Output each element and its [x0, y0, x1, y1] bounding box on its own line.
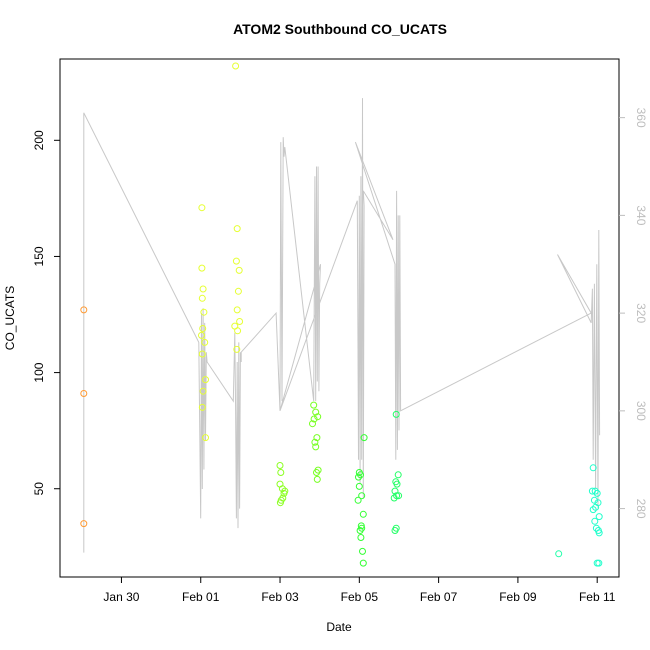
- data-point: [310, 415, 318, 423]
- data-point: [391, 527, 399, 534]
- data-point: [198, 403, 206, 411]
- x-tick-label: Feb 07: [420, 590, 458, 604]
- x-tick-label: Feb 11: [579, 590, 616, 604]
- data-point: [232, 62, 240, 70]
- y-tick-label: 200: [32, 130, 46, 150]
- data-point: [202, 434, 209, 442]
- data-point: [313, 475, 321, 483]
- y2-tick-label: 300: [634, 401, 648, 421]
- data-point: [280, 489, 288, 497]
- x-tick-label: Feb 03: [261, 590, 299, 604]
- y2-tick-label: 340: [634, 205, 648, 225]
- data-point: [393, 480, 401, 488]
- points-layer: [80, 62, 603, 567]
- data-point: [233, 345, 241, 353]
- data-point: [595, 529, 603, 537]
- data-point: [202, 376, 209, 384]
- chart-title: ATOM2 Southbound CO_UCATS: [233, 21, 447, 37]
- y2-tick-label: 320: [634, 303, 648, 323]
- data-point: [357, 471, 364, 479]
- data-point: [235, 266, 243, 274]
- data-point: [589, 506, 597, 514]
- data-point: [200, 308, 208, 316]
- data-point: [199, 325, 207, 332]
- data-point: [595, 559, 603, 567]
- data-point: [310, 401, 318, 409]
- data-point: [590, 496, 598, 504]
- data-point: [313, 434, 321, 442]
- data-point: [198, 294, 206, 302]
- data-point: [392, 410, 400, 418]
- data-point: [277, 469, 285, 476]
- x-axis-label: Date: [326, 620, 352, 634]
- data-point: [276, 499, 284, 507]
- data-point: [80, 520, 88, 528]
- y2-axis: 280 300 320 340 360: [619, 108, 648, 519]
- data-point: [358, 492, 366, 500]
- data-point: [198, 204, 206, 212]
- data-point: [355, 473, 362, 481]
- data-point: [359, 559, 367, 567]
- data-point: [593, 489, 601, 497]
- y2-tick-label: 360: [634, 108, 648, 128]
- data-point: [591, 517, 599, 525]
- data-point: [592, 503, 600, 511]
- data-point: [359, 510, 367, 518]
- data-point: [555, 550, 563, 558]
- data-point: [199, 285, 207, 293]
- data-point: [234, 327, 242, 335]
- data-point: [312, 443, 320, 451]
- y-tick-label: 150: [32, 246, 46, 266]
- data-point: [198, 350, 206, 358]
- data-point: [80, 390, 88, 397]
- x-tick-label: Jan 30: [103, 590, 139, 604]
- data-point: [311, 438, 319, 446]
- data-point: [276, 462, 284, 469]
- trace-layer: [83, 98, 601, 553]
- data-point: [591, 487, 599, 495]
- data-point: [278, 485, 286, 493]
- data-point: [589, 464, 597, 472]
- x-tick-label: Feb 01: [182, 590, 220, 604]
- data-point: [199, 387, 207, 395]
- data-point: [232, 257, 240, 265]
- data-point: [236, 318, 244, 325]
- y-tick-label: 100: [32, 362, 46, 382]
- data-point: [309, 420, 316, 428]
- data-point: [595, 513, 603, 521]
- data-point: [355, 482, 363, 490]
- x-tick-label: Feb 09: [499, 590, 537, 604]
- data-point: [201, 338, 209, 346]
- y-axis-label: CO_UCATS: [3, 286, 17, 350]
- data-point: [390, 494, 398, 502]
- plot-frame: [59, 58, 620, 578]
- data-point: [356, 527, 364, 534]
- y2-tick-label: 280: [634, 499, 648, 519]
- data-point: [198, 331, 205, 339]
- trace-line: [83, 98, 601, 553]
- data-point: [312, 408, 320, 416]
- data-point: [357, 534, 365, 541]
- data-point: [233, 306, 241, 314]
- data-point: [391, 487, 399, 495]
- y-tick-label: 50: [32, 482, 46, 496]
- x-axis: Jan 30 Feb 01 Feb 03 Feb 05 Feb 07 Feb 09 Feb …: [103, 577, 616, 604]
- data-point: [359, 547, 366, 555]
- data-point: [314, 413, 322, 421]
- data-point: [394, 471, 402, 479]
- data-point: [360, 434, 368, 442]
- data-point: [80, 306, 88, 314]
- data-point: [313, 469, 320, 476]
- data-point: [393, 492, 401, 500]
- y-axis: 50 100 150 200: [32, 130, 60, 495]
- data-point: [233, 225, 241, 233]
- data-point: [234, 287, 242, 295]
- data-point: [354, 496, 362, 504]
- data-point: [198, 264, 206, 272]
- x-tick-label: Feb 05: [341, 590, 379, 604]
